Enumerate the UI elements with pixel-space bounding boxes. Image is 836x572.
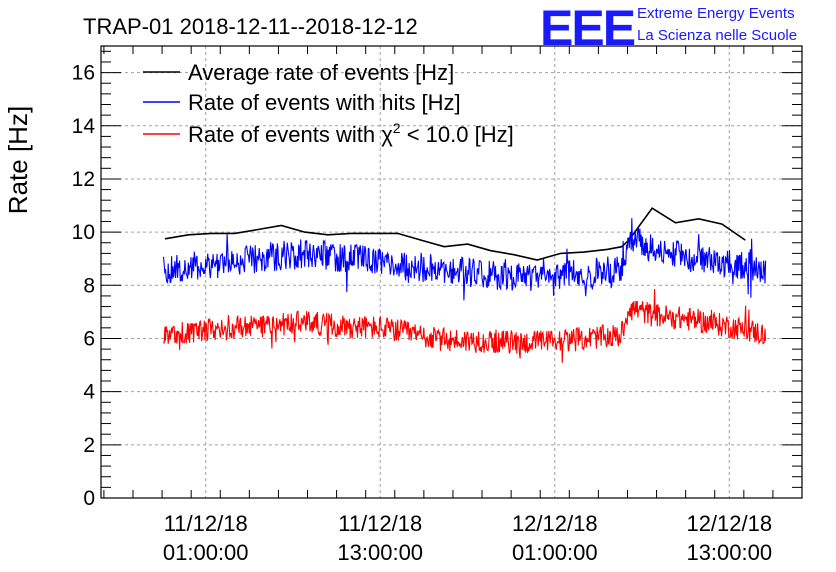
legend-chi-exponent: 2	[393, 120, 401, 136]
legend-label-chi2: Rate of events with χ2 < 10.0 [Hz]	[188, 120, 514, 147]
x-tick-label-time: 13:00:00	[337, 540, 423, 565]
x-tick-label-date: 12/12/18	[686, 511, 772, 536]
y-tick-label-8: 8	[83, 274, 95, 297]
y-tick-label-14: 14	[72, 115, 96, 138]
eee-logo: EEE Extreme Energy Events La Scienza nel…	[540, 0, 797, 56]
series-line-2	[162, 288, 767, 363]
x-tick-label-date: 12/12/18	[512, 511, 598, 536]
legend: Average rate of events [Hz] Rate of even…	[143, 60, 514, 147]
x-tick-label-time: 01:00:00	[163, 540, 249, 565]
y-axis-label: Rate [Hz]	[3, 106, 33, 214]
series-line-1	[162, 218, 767, 301]
y-tick-label-4: 4	[83, 381, 95, 404]
legend-chi2-suffix: < 10.0 [Hz]	[407, 122, 514, 147]
legend-chi2-prefix: Rate of events with	[188, 122, 375, 147]
y-tick-label-16: 16	[72, 62, 95, 85]
y-tick-label-10: 10	[72, 221, 95, 244]
logo-letters: EEE	[540, 0, 635, 56]
y-tick-label-0: 0	[83, 487, 95, 510]
logo-line-2: La Scienza nelle Scuole	[637, 27, 797, 44]
legend-chi-symbol: χ	[381, 122, 393, 147]
x-tick-label-time: 01:00:00	[512, 540, 598, 565]
y-tick-label-6: 6	[83, 327, 95, 350]
legend-label-hits: Rate of events with hits [Hz]	[188, 90, 461, 115]
x-tick-label-date: 11/12/18	[164, 511, 248, 536]
axis-layer: 0 2 4 6 8 10 12 14 16 11/12/18 01:00:00 11/12/18 13:…	[72, 45, 803, 565]
x-tick-label-date: 11/12/18	[338, 511, 422, 536]
series-layer	[162, 207, 767, 363]
plot-frame	[100, 45, 803, 499]
legend-label-average: Average rate of events [Hz]	[188, 60, 454, 85]
series-line-0	[164, 207, 746, 261]
y-tick-label-12: 12	[72, 168, 95, 191]
logo-line-1: Extreme Energy Events	[637, 5, 795, 22]
y-tick-label-2: 2	[83, 434, 95, 457]
chart-title: TRAP-01 2018-12-11--2018-12-12	[83, 14, 418, 39]
x-tick-label-time: 13:00:00	[686, 540, 772, 565]
